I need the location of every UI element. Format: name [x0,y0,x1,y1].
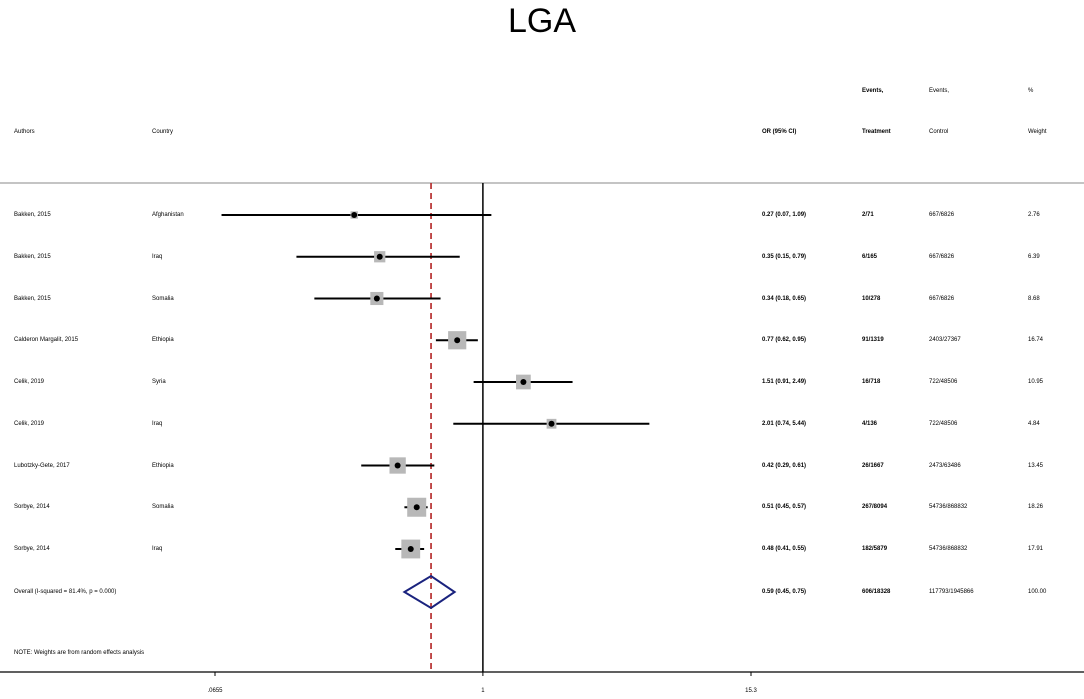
study-author: Sorbye, 2014 [14,504,50,511]
header-events-control-bottom: Control [929,129,949,135]
study-or-ci: 1.51 (0.91, 2.49) [762,379,807,385]
study-events-treatment: 2/71 [862,212,874,218]
study-country: Ethiopia [152,337,174,344]
study-author: Bakken, 2015 [14,295,51,302]
study-or-ci: 0.48 (0.41, 0.55) [762,546,807,552]
study-or-ci: 0.35 (0.15, 0.79) [762,253,807,260]
study-events-control: 722/48506 [929,420,958,427]
chart-title: LGA [507,2,577,40]
header-weight-top: % [1028,88,1034,94]
overall-weight: 100.00 [1028,589,1047,595]
study-or-ci: 0.34 (0.18, 0.65) [762,295,807,302]
study-point [454,337,461,344]
header-country: Country [152,129,174,135]
study-country: Somalia [152,295,174,302]
study-events-treatment: 91/1319 [862,337,884,344]
study-point [376,253,383,260]
header-weight-bottom: Weight [1028,129,1047,135]
overall-label: Overall (I-squared = 81.4%, p = 0.000) [14,589,117,595]
study-events-control: 2403/27367 [929,337,961,344]
study-events-control: 54736/868832 [929,546,968,552]
study-events-control: 2473/63486 [929,462,961,469]
study-author: Bakken, 2015 [14,212,51,218]
study-country: Ethiopia [152,462,174,469]
study-point [351,212,358,218]
study-author: Calderon Margalit, 2015 [14,337,79,344]
study-author: Celik, 2019 [14,379,45,385]
study-weight: 2.76 [1028,212,1040,218]
header-events-treatment-bottom: Treatment [862,129,891,135]
study-author: Sorbye, 2014 [14,546,50,552]
study-point [373,295,380,302]
study-or-ci: 0.51 (0.45, 0.57) [762,504,807,511]
study-point [520,379,527,385]
study-events-treatment: 10/278 [862,295,881,302]
study-point [407,546,414,552]
x-tick-label: 1 [481,688,485,694]
study-events-treatment: 182/5879 [862,546,888,552]
study-events-treatment: 26/1667 [862,462,884,469]
study-events-control: 54736/868832 [929,504,968,511]
study-events-control: 667/6826 [929,253,955,260]
study-point [548,420,555,427]
study-country: Syria [152,379,166,385]
study-or-ci: 0.42 (0.29, 0.61) [762,462,807,469]
overall-events-treatment: 606/18328 [862,589,891,595]
study-weight: 18.26 [1028,504,1044,511]
study-country: Iraq [152,546,163,552]
study-or-ci: 0.77 (0.62, 0.95) [762,337,807,344]
study-events-control: 667/6826 [929,212,955,218]
x-tick-label: 15.3 [745,688,757,694]
study-country: Somalia [152,504,174,511]
study-events-control: 722/48506 [929,379,958,385]
study-weight: 17.91 [1028,546,1044,552]
study-events-control: 667/6826 [929,295,955,302]
overall-events-control: 117793/1945866 [929,589,974,595]
header-or: OR (95% CI) [762,129,797,135]
study-events-treatment: 4/136 [862,420,878,427]
study-country: Afghanistan [152,212,184,218]
overall-diamond [402,574,457,610]
study-weight: 4.84 [1028,420,1040,427]
study-author: Lubotzky-Gete, 2017 [14,462,70,469]
study-weight: 6.39 [1028,253,1040,260]
study-country: Iraq [152,253,163,260]
study-author: Celik, 2019 [14,420,45,427]
study-author: Bakken, 2015 [14,253,51,260]
study-point [413,504,420,511]
note-text: NOTE: Weights are from random effects an… [14,650,145,656]
x-tick-label: .0655 [207,688,223,694]
study-weight: 8.68 [1028,295,1040,302]
study-or-ci: 2.01 (0.74, 5.44) [762,420,807,427]
study-weight: 13.45 [1028,462,1044,469]
header-events-treatment-top: Events, [862,88,884,94]
study-events-treatment: 6/165 [862,253,878,260]
header-events-control-top: Events, [929,88,950,94]
study-events-treatment: 267/8094 [862,504,888,511]
study-or-ci: 0.27 (0.07, 1.09) [762,212,807,218]
study-country: Iraq [152,420,163,427]
study-weight: 10.95 [1028,379,1044,385]
study-point [394,462,401,469]
header-authors: Authors [14,129,35,135]
study-weight: 16.74 [1028,337,1044,344]
study-events-treatment: 16/718 [862,379,881,385]
overall-or-ci: 0.59 (0.45, 0.75) [762,589,807,595]
